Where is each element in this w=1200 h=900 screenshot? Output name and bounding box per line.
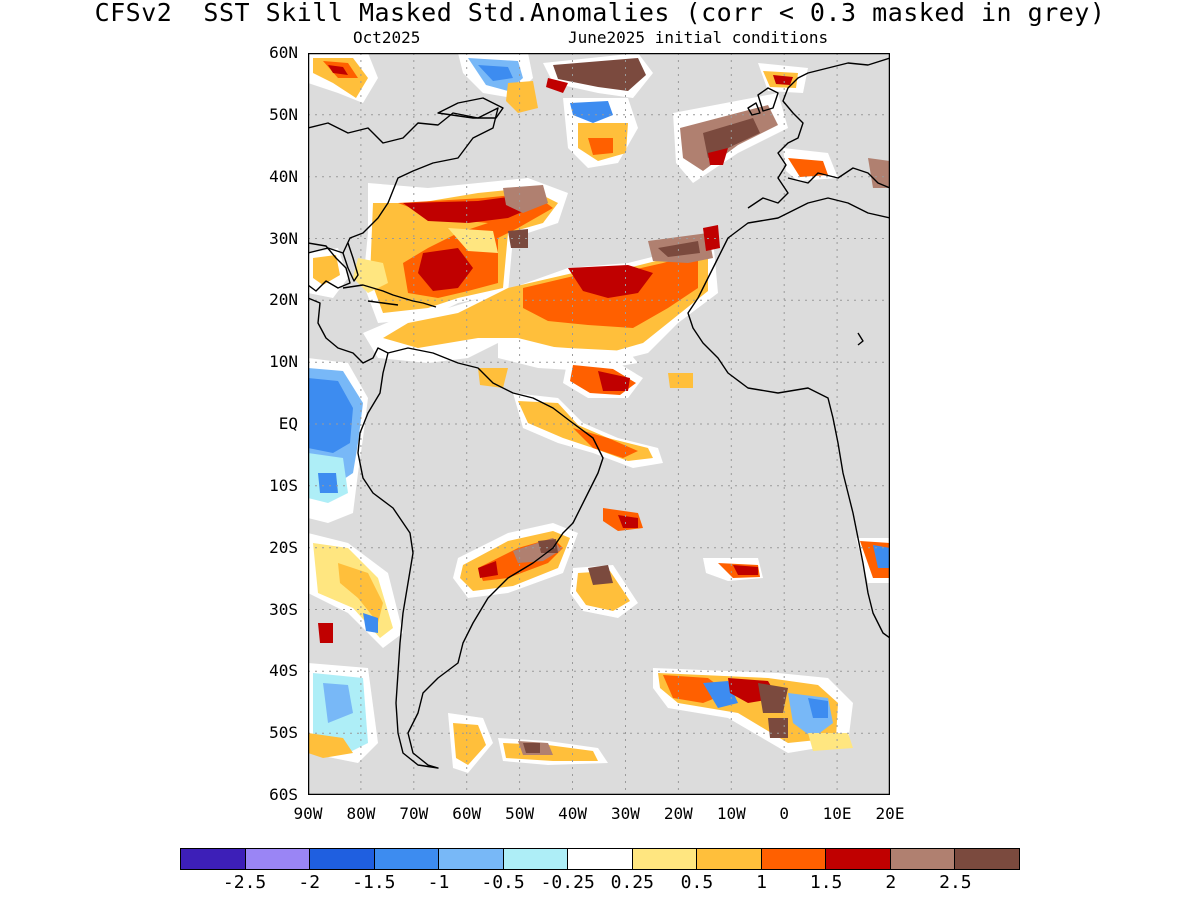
lat-label: 40N (269, 166, 298, 186)
lat-label: 20N (269, 290, 298, 310)
legend-label: 2.5 (939, 872, 972, 893)
legend-label: -2.5 (222, 872, 267, 893)
legend-swatch (954, 848, 1020, 870)
lat-label: 60N (269, 43, 298, 62)
lat-label: 30N (269, 228, 298, 248)
chart-title: CFSv2 SST Skill Masked Std.Anomalies (co… (94, 0, 1106, 27)
legend-swatch (567, 848, 632, 870)
legend-swatch (889, 848, 955, 870)
lat-label: 10N (269, 352, 298, 372)
legend-swatch (825, 848, 890, 870)
subtitle-initial-conditions: June2025 initial conditions (568, 28, 829, 47)
lon-label: 70W (399, 804, 429, 823)
legend-label: 2 (885, 872, 897, 893)
lon-label: 20W (663, 804, 693, 823)
grid-lines (308, 53, 890, 795)
legend-label: -1 (427, 872, 450, 893)
lat-label: 50N (269, 104, 298, 124)
lon-label: 60W (452, 804, 482, 823)
legend-swatch (502, 848, 568, 870)
lon-label: 0 (779, 804, 789, 823)
legend-label: -1.5 (352, 872, 396, 893)
lat-label: 60S (269, 785, 298, 804)
lon-label: 10W (716, 804, 746, 823)
subtitle-valid-month: Oct2025 (353, 28, 421, 47)
legend-label: -2 (298, 872, 321, 893)
lon-label: 20E (875, 804, 905, 823)
legend-label: 1.5 (809, 872, 843, 893)
legend-swatch (180, 848, 245, 870)
color-legend (180, 848, 1020, 870)
lat-label: 20S (269, 537, 298, 557)
legend-swatch (696, 848, 761, 870)
lat-label: 30S (269, 599, 298, 619)
legend-swatch (438, 848, 503, 870)
legend-label: -0.5 (481, 872, 525, 893)
legend-swatch (373, 848, 439, 870)
lon-label: 80W (346, 804, 376, 823)
legend-label: 1 (756, 872, 767, 893)
legend-label: 0.25 (610, 872, 654, 893)
legend-label: 0.5 (680, 872, 714, 893)
lon-label: 90W (293, 804, 323, 823)
legend-swatch (244, 848, 310, 870)
legend-swatch (309, 848, 374, 870)
lat-label: 50S (269, 723, 298, 743)
lat-label: EQ (278, 414, 298, 433)
lat-label: 40S (269, 661, 298, 681)
lon-label: 50W (505, 804, 535, 823)
legend-swatch (631, 848, 697, 870)
coastlines (308, 57, 890, 769)
lon-label: 10E (822, 804, 852, 823)
lon-label: 40W (558, 804, 587, 823)
sst-anomaly-map (308, 53, 890, 795)
lat-label: 10S (269, 475, 298, 495)
lon-label: 30W (611, 804, 640, 823)
legend-label: -0.25 (540, 872, 595, 893)
legend-swatch (760, 848, 826, 870)
